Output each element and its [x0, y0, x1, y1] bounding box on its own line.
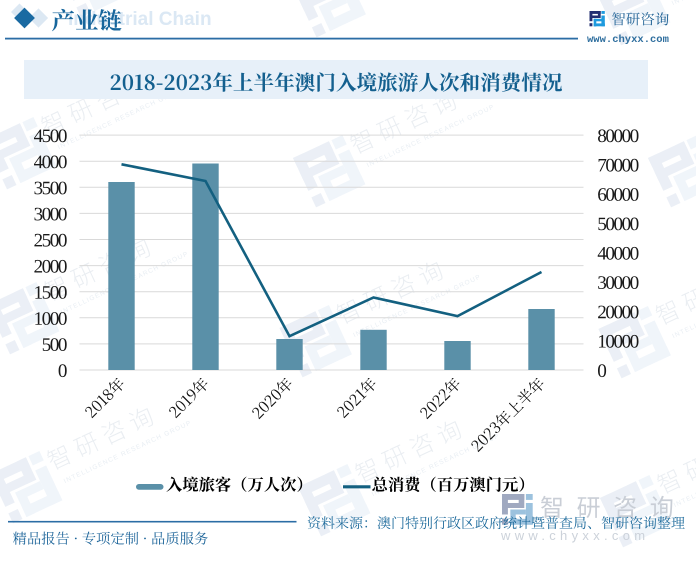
svg-text:www.chyxx.com: www.chyxx.com	[587, 34, 669, 46]
svg-text:www.chyxx.com: www.chyxx.com	[500, 528, 649, 543]
